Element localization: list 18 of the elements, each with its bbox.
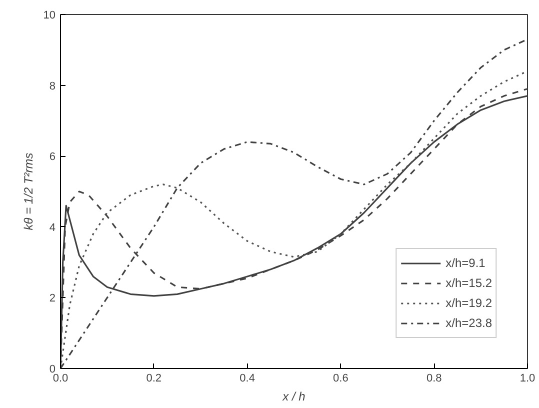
x-tick-label: 0.8: [426, 372, 442, 384]
y-tick-label: 0: [49, 364, 56, 376]
y-tick-label: 4: [49, 222, 56, 234]
x-tick-label: 0.2: [146, 372, 162, 384]
legend-label: x/h=15.2: [446, 276, 492, 290]
y-tick-label: 2: [49, 292, 56, 305]
legend-label: x/h=9.1: [446, 256, 486, 270]
x-tick-label: 1.0: [520, 372, 536, 384]
x-tick-label: 0.0: [52, 372, 68, 384]
x-tick-label: 0.6: [333, 372, 348, 384]
legend-label: x/h=23.8: [446, 316, 492, 330]
y-axis-title: kθ = 1/2 T²rms: [21, 152, 36, 230]
x-axis-title: x / h: [282, 390, 306, 404]
y-tick-label: 10: [43, 10, 56, 22]
x-tick-label: 0.4: [240, 372, 255, 384]
legend-label: x/h=19.2: [446, 296, 492, 310]
y-tick-label: 8: [49, 80, 56, 92]
y-tick-label: 6: [49, 151, 56, 164]
